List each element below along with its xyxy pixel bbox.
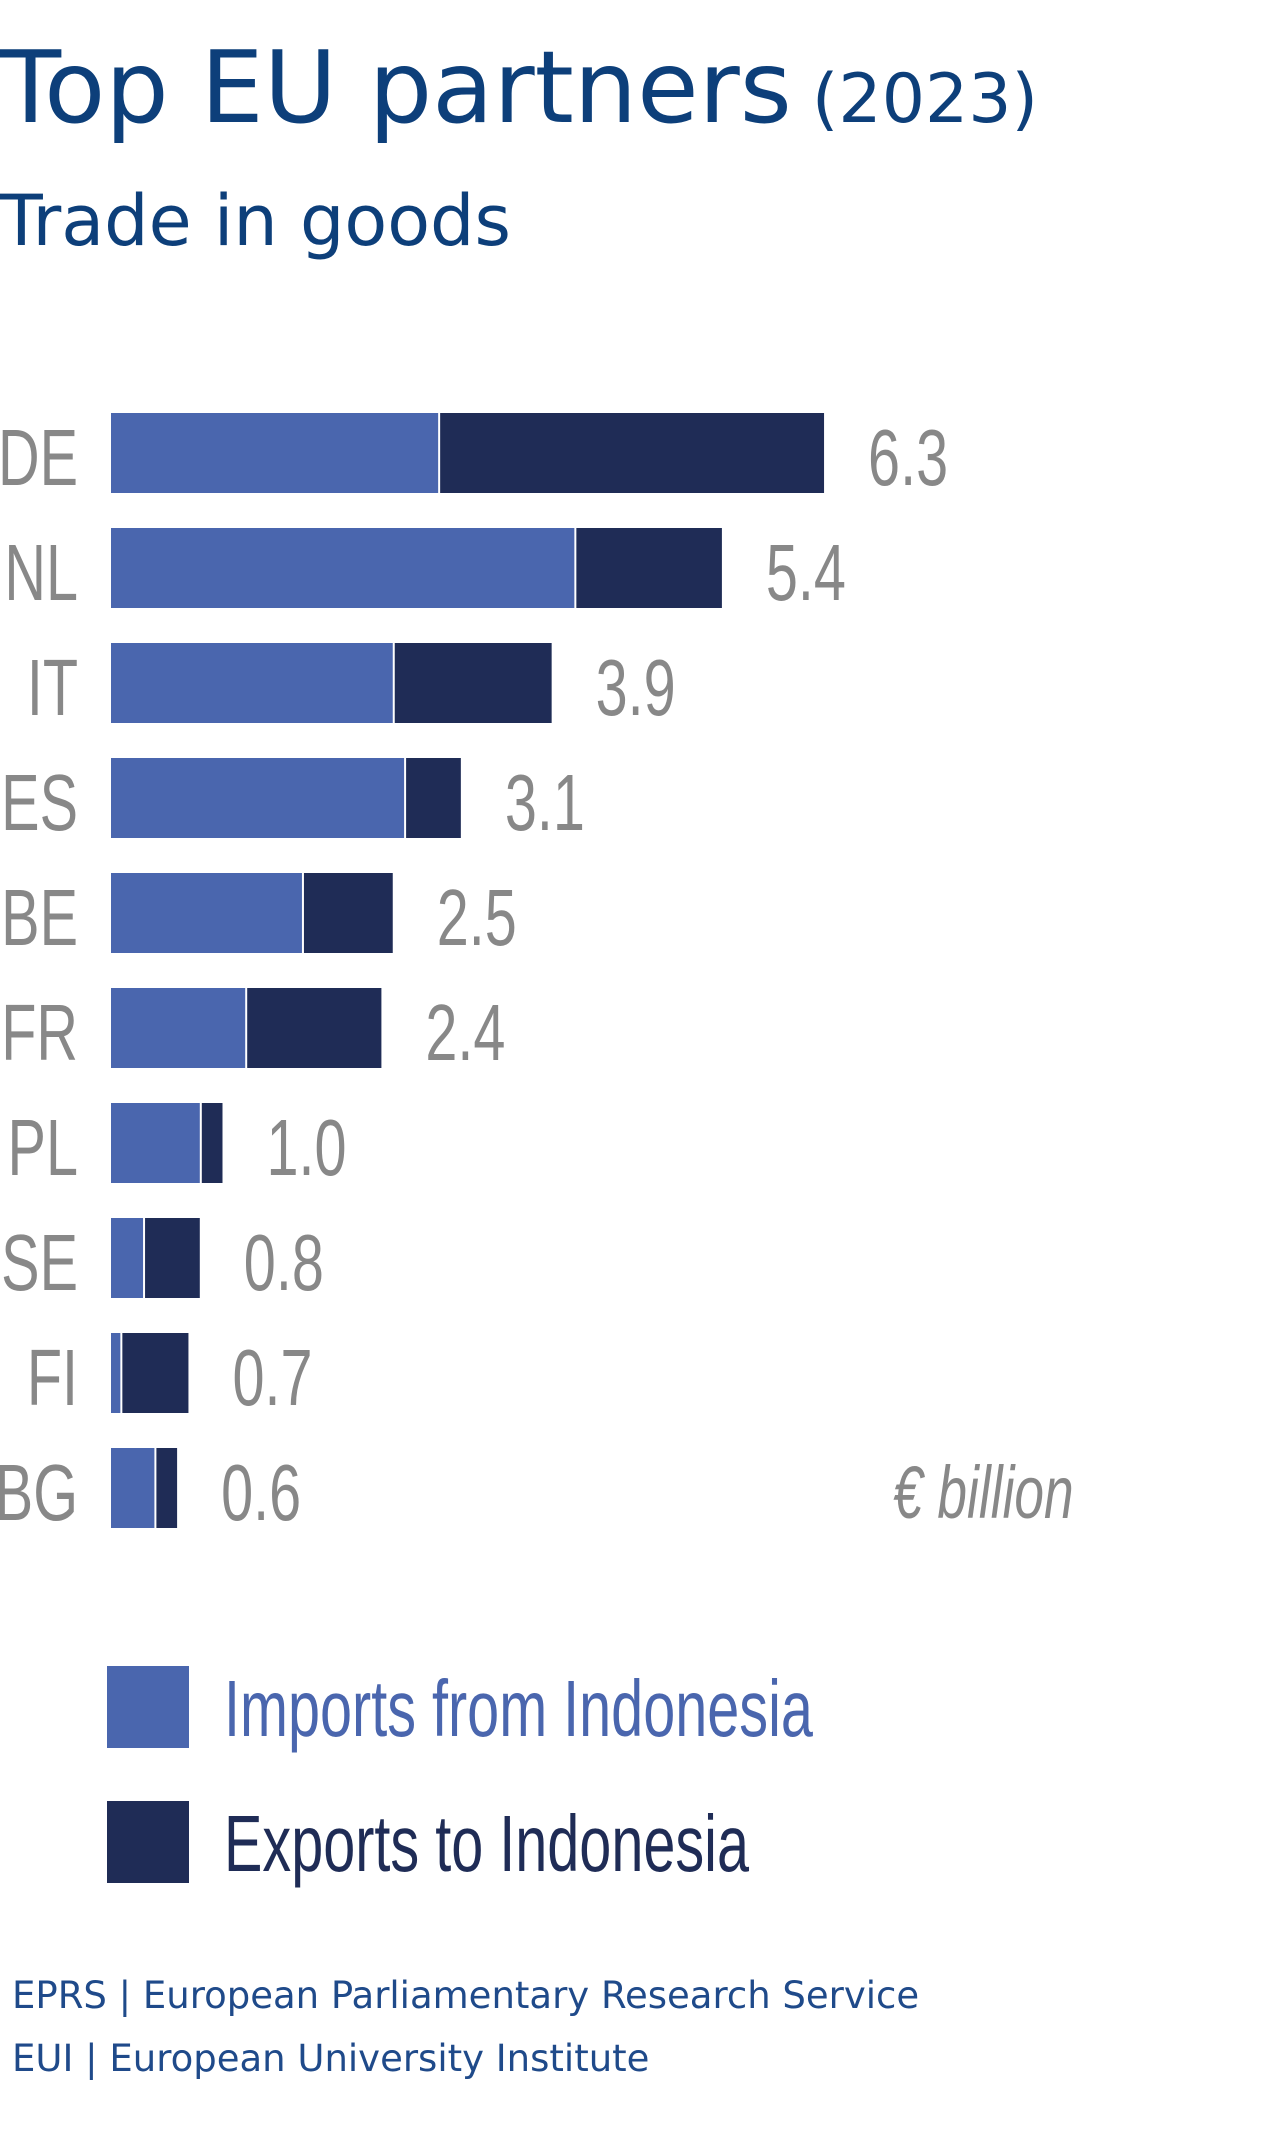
category-label-be: BE <box>1 873 78 963</box>
chart-title: Top EU partners (2023) <box>0 29 1038 146</box>
bar-exports-it <box>394 643 552 723</box>
value-label-de: 6.3 <box>868 413 948 503</box>
value-label-pl: 1.0 <box>267 1103 347 1193</box>
bar-imports-it <box>111 643 393 723</box>
footer-eui: EUI | European University Institute <box>12 2037 649 2080</box>
value-label-fr: 2.4 <box>425 988 505 1078</box>
bars-group: DE 6.3 NL 5.4 IT 3.9 ES 3.1 BE 2.5 FR 2.4 PL 1.0 SE 0.8… <box>0 413 948 1538</box>
category-label-fi: FI <box>27 1333 78 1423</box>
bar-imports-fi <box>111 1333 121 1413</box>
category-label-fr: FR <box>1 988 78 1078</box>
bar-imports-es <box>111 758 405 838</box>
category-label-bg: BG <box>0 1448 78 1538</box>
bar-imports-bg <box>111 1448 155 1528</box>
title-year: (2023) <box>812 60 1038 139</box>
bar-exports-nl <box>576 528 722 608</box>
bar-imports-pl <box>111 1103 200 1183</box>
bar-exports-de <box>440 413 825 493</box>
bar-exports-fi <box>122 1333 189 1413</box>
legend-label-imports: Imports from Indonesia <box>224 1664 813 1754</box>
title-main: Top EU partners <box>0 29 792 146</box>
value-label-nl: 5.4 <box>766 528 846 618</box>
value-label-se: 0.8 <box>244 1218 324 1308</box>
category-label-pl: PL <box>8 1103 78 1193</box>
value-label-it: 3.9 <box>596 643 676 733</box>
unit-label: € billion <box>893 1451 1074 1534</box>
category-label-it: IT <box>27 643 78 733</box>
value-label-be: 2.5 <box>437 873 517 963</box>
category-label-de: DE <box>0 413 78 503</box>
legend-swatch-exports <box>107 1801 189 1883</box>
value-label-fi: 0.7 <box>232 1333 312 1423</box>
legend: Imports from Indonesia Exports to Indones… <box>107 1664 813 1889</box>
bar-exports-pl <box>201 1103 223 1183</box>
chart-subtitle: Trade in goods <box>0 180 511 262</box>
legend-label-exports: Exports to Indonesia <box>224 1799 749 1889</box>
bar-exports-be <box>303 873 393 953</box>
bar-imports-be <box>111 873 302 953</box>
category-label-es: ES <box>1 758 78 848</box>
category-label-se: SE <box>1 1218 78 1308</box>
legend-swatch-imports <box>107 1666 189 1748</box>
bar-exports-se <box>145 1218 200 1298</box>
footer-eprs: EPRS | European Parliamentary Research S… <box>12 1974 919 2017</box>
value-label-bg: 0.6 <box>221 1448 301 1538</box>
bar-exports-fr <box>247 988 382 1068</box>
bar-exports-es <box>406 758 461 838</box>
bar-imports-se <box>111 1218 144 1298</box>
category-label-nl: NL <box>4 528 78 618</box>
bar-imports-fr <box>111 988 246 1068</box>
bar-imports-nl <box>111 528 575 608</box>
value-label-es: 3.1 <box>505 758 585 848</box>
bar-exports-bg <box>156 1448 178 1528</box>
bar-imports-de <box>111 413 439 493</box>
